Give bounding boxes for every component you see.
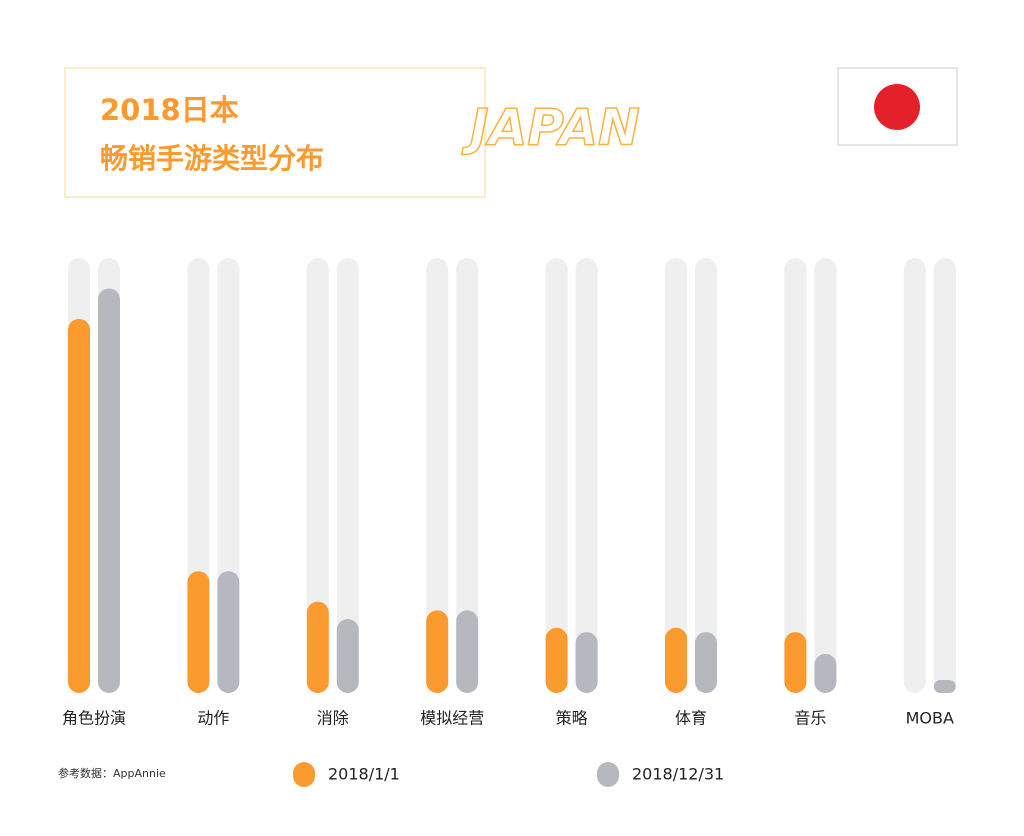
bar-track <box>456 258 479 693</box>
x-tick-label: 体育 <box>675 709 707 728</box>
chart-title: 2018日本 <box>100 93 239 127</box>
bar-track <box>933 258 956 693</box>
bar-track <box>545 258 568 693</box>
x-tick-label: 动作 <box>197 709 229 728</box>
x-tick-label: 策略 <box>556 709 588 728</box>
bar <box>306 601 329 693</box>
legend-label: 2018/1/1 <box>328 765 400 784</box>
flag-circle <box>874 84 920 130</box>
bar-track <box>426 258 449 693</box>
bar-track <box>695 258 717 693</box>
bar <box>933 679 956 693</box>
x-tick-label: 消除 <box>317 709 349 728</box>
legend-swatch <box>293 762 315 787</box>
bar-track <box>306 258 329 693</box>
bar <box>68 318 90 693</box>
bar-track <box>903 258 926 693</box>
bar-track <box>784 258 807 693</box>
bar-track <box>575 258 598 693</box>
x-tick-label: 角色扮演 <box>62 709 126 728</box>
source: 参考数据：AppAnnie <box>58 766 166 780</box>
legend-label: 2018/12/31 <box>632 765 724 784</box>
legend-swatch <box>597 762 619 787</box>
chart-subtitle: 畅销手游类型分布 <box>100 142 324 175</box>
bar <box>814 653 837 693</box>
x-tick-label: 音乐 <box>794 709 826 728</box>
bar <box>665 627 687 693</box>
bar <box>187 571 210 693</box>
bar <box>456 610 479 693</box>
bar <box>575 632 598 693</box>
bar <box>426 610 449 693</box>
bar-track <box>336 258 359 693</box>
title-box <box>64 67 486 198</box>
bar <box>336 619 359 693</box>
bar <box>784 632 807 693</box>
bar <box>695 632 717 693</box>
bar <box>98 288 120 693</box>
bar-track <box>814 258 837 693</box>
bar <box>545 627 568 693</box>
bar <box>217 571 240 693</box>
x-tick-label: 模拟经营 <box>420 709 484 728</box>
bar-track <box>665 258 687 693</box>
annotation: JAPAN <box>461 99 640 157</box>
x-tick-label: MOBA <box>906 709 954 728</box>
